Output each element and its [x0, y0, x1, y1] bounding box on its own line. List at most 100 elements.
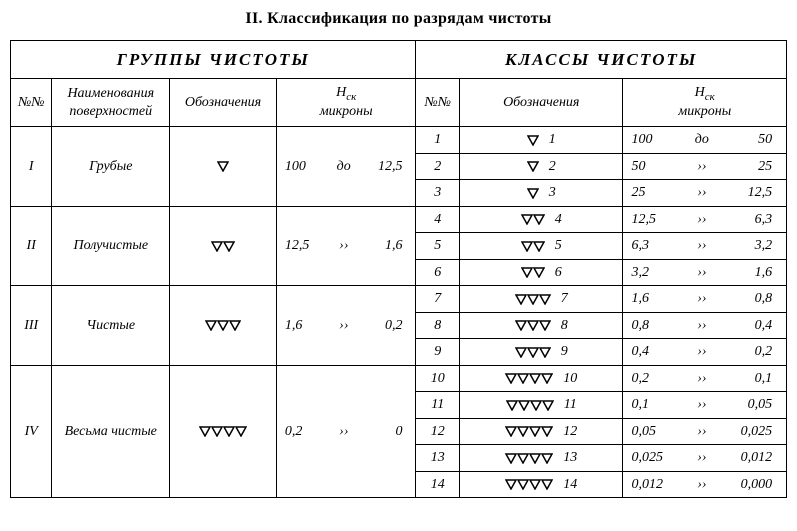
group-roman: II [11, 206, 52, 286]
triangle-icon [217, 159, 229, 174]
range-sep: ›› [684, 343, 719, 361]
range-to: 0,2 [361, 317, 403, 335]
class-range: 3,2››1,6 [623, 259, 787, 286]
class-number: 9 [416, 339, 460, 366]
range-sep: ›› [684, 158, 719, 176]
classification-table: ГРУППЫ ЧИСТОТЫ КЛАССЫ ЧИСТОТЫ №№ Наимено… [10, 40, 787, 498]
group-symbol [170, 365, 277, 498]
class-range: 0,1››0,05 [623, 392, 787, 419]
group-symbol [170, 127, 277, 207]
class-number: 10 [416, 365, 460, 392]
class-range: 12,5››6,3 [623, 206, 787, 233]
class-symbol-num: 9 [561, 344, 568, 359]
class-symbol-num: 4 [555, 212, 562, 227]
class-number: 1 [416, 127, 460, 154]
class-range: 6,3››3,2 [623, 233, 787, 260]
group-range: 1,6››0,2 [276, 286, 416, 366]
class-number: 13 [416, 445, 460, 472]
class-symbol: 10 [460, 365, 623, 392]
range-to: 12,5 [719, 184, 772, 202]
class-symbol: 9 [460, 339, 623, 366]
range-to: 0,1 [719, 370, 772, 388]
range-from: 25 [631, 184, 684, 202]
class-symbol-num: 12 [563, 424, 577, 439]
class-number: 7 [416, 286, 460, 313]
range-from: 0,05 [631, 423, 684, 441]
class-symbol: 11 [460, 392, 623, 419]
triangle-icon [199, 424, 247, 439]
group-name: Грубые [52, 127, 170, 207]
col-nono-left: №№ [11, 79, 52, 127]
range-to: 6,3 [719, 211, 772, 229]
range-sep: ›› [684, 184, 719, 202]
class-number: 6 [416, 259, 460, 286]
range-to: 0,4 [719, 317, 772, 335]
range-from: 0,8 [631, 317, 684, 335]
class-symbol-num: 7 [561, 291, 568, 306]
class-symbol-num: 8 [561, 318, 568, 333]
range-from: 6,3 [631, 237, 684, 255]
range-from: 12,5 [631, 211, 684, 229]
range-from: 0,025 [631, 449, 684, 467]
range-sep: ›› [684, 211, 719, 229]
group-name: Весьма чистые [52, 365, 170, 498]
header-row-2: №№ Наименования поверхностей Обозначения… [11, 79, 787, 127]
col-symbol-left: Обозначения [170, 79, 277, 127]
table-row: IГрубые100до12,511100до50 [11, 127, 787, 154]
col-nono-right: №№ [416, 79, 460, 127]
header-row-1: ГРУППЫ ЧИСТОТЫ КЛАССЫ ЧИСТОТЫ [11, 41, 787, 79]
triangle-icon [506, 397, 554, 412]
class-symbol: 14 [460, 471, 623, 498]
range-from: 50 [631, 158, 684, 176]
range-sep: до [684, 131, 719, 149]
triangle-icon [505, 450, 553, 465]
class-symbol: 7 [460, 286, 623, 313]
range-sep: ›› [684, 264, 719, 282]
range-from: 0,2 [285, 423, 327, 441]
class-symbol-num: 14 [563, 477, 577, 492]
class-range: 25››12,5 [623, 180, 787, 207]
class-range: 100до50 [623, 127, 787, 154]
class-symbol: 1 [460, 127, 623, 154]
triangle-icon [505, 477, 553, 492]
range-to: 0,025 [719, 423, 772, 441]
group-roman: III [11, 286, 52, 366]
class-symbol: 13 [460, 445, 623, 472]
class-symbol-num: 1 [549, 132, 556, 147]
class-range: 50››25 [623, 153, 787, 180]
range-to: 50 [719, 131, 772, 149]
class-range: 1,6››0,8 [623, 286, 787, 313]
range-sep: ›› [684, 396, 719, 414]
table-row: IVВесьма чистые0,2››010100,2››0,1 [11, 365, 787, 392]
range-to: 0,012 [719, 449, 772, 467]
range-to: 12,5 [361, 158, 403, 176]
range-from: 1,6 [631, 290, 684, 308]
group-name: Получистые [52, 206, 170, 286]
group-name: Чистые [52, 286, 170, 366]
range-to: 1,6 [719, 264, 772, 282]
col-symbol-right: Обозначения [460, 79, 623, 127]
group-roman: I [11, 127, 52, 207]
header-groups: ГРУППЫ ЧИСТОТЫ [11, 41, 416, 79]
class-range: 0,4››0,2 [623, 339, 787, 366]
range-sep: ›› [327, 423, 361, 441]
range-from: 12,5 [285, 237, 327, 255]
triangle-icon [515, 318, 551, 333]
table-row: IIIЧистые1,6››0,2771,6››0,8 [11, 286, 787, 313]
class-symbol-num: 2 [549, 159, 556, 174]
class-symbol-num: 3 [549, 185, 556, 200]
group-symbol [170, 286, 277, 366]
class-range: 0,8››0,4 [623, 312, 787, 339]
class-range: 0,2››0,1 [623, 365, 787, 392]
range-from: 1,6 [285, 317, 327, 335]
range-from: 100 [631, 131, 684, 149]
range-sep: ›› [684, 370, 719, 388]
range-to: 0,05 [719, 396, 772, 414]
triangle-icon [515, 291, 551, 306]
triangle-icon [521, 238, 545, 253]
class-range: 0,05››0,025 [623, 418, 787, 445]
triangle-icon [515, 344, 551, 359]
triangle-icon [521, 212, 545, 227]
range-sep: ›› [684, 476, 719, 494]
triangle-icon [521, 265, 545, 280]
